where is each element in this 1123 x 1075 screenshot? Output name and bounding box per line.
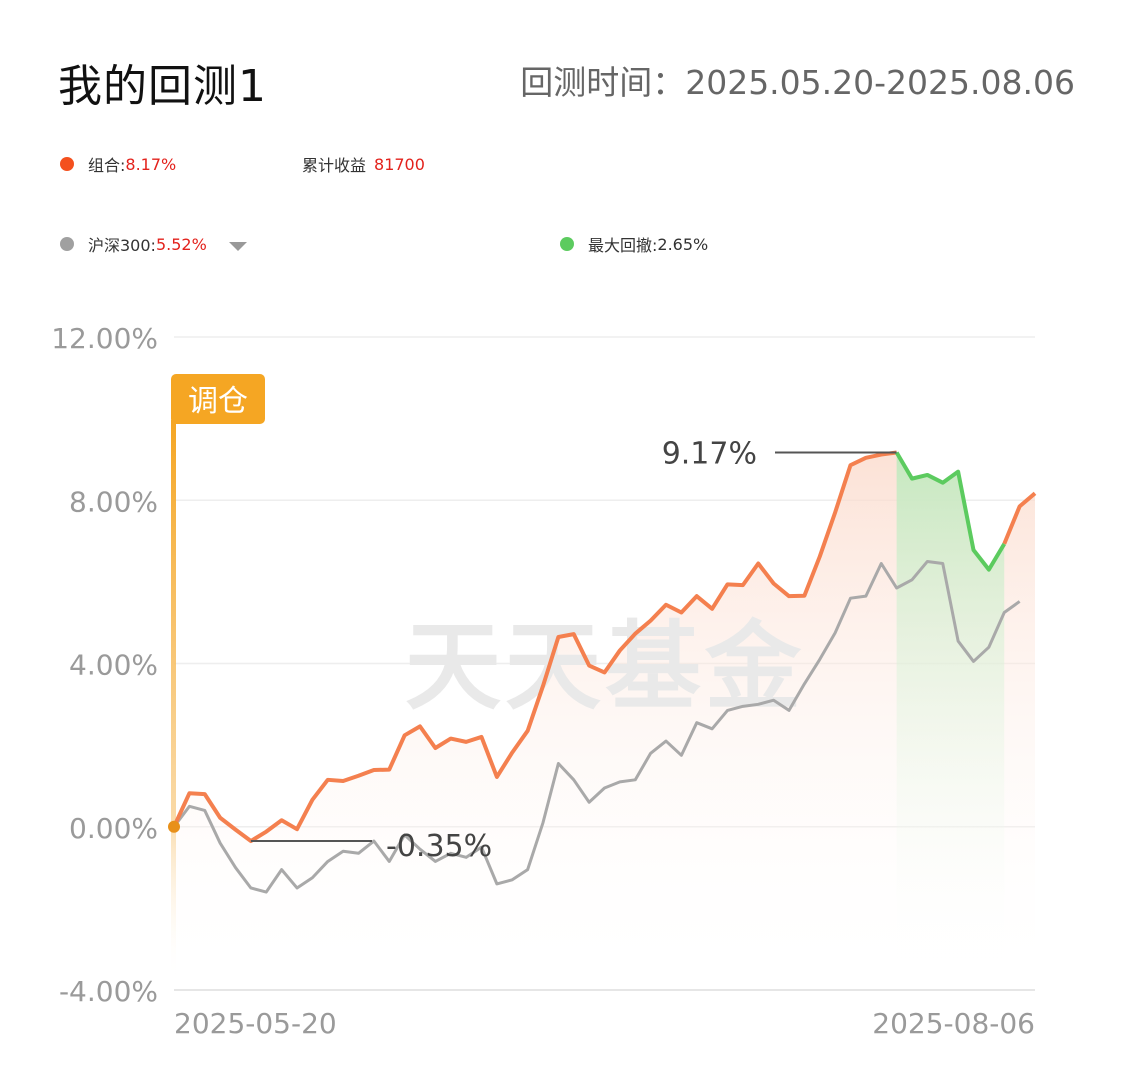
legend-cumulative: 累计收益 81700	[302, 152, 425, 176]
portfolio-label: 组合:	[88, 156, 126, 175]
x-tick-label: 2025-08-06	[872, 1007, 1035, 1040]
drawdown-dot-icon	[560, 237, 574, 251]
cumulative-label: 累计收益	[302, 156, 367, 175]
y-tick-label: -4.00%	[59, 975, 158, 1008]
max-label: 9.17%	[662, 436, 757, 471]
rebalance-badge[interactable]: 调仓	[171, 374, 265, 424]
legend-drawdown: 最大回撤: 2.65%	[560, 232, 708, 256]
y-tick-label: 4.00%	[69, 649, 158, 682]
y-tick-label: 0.00%	[69, 812, 158, 845]
caret-down-icon[interactable]	[228, 241, 247, 251]
start-point	[168, 820, 180, 833]
y-tick-label: 12.00%	[51, 322, 158, 355]
portfolio-area	[174, 452, 1035, 990]
x-tick-label: 2025-05-20	[174, 1007, 337, 1040]
page-title: 我的回测1	[58, 61, 267, 112]
legend-portfolio: 组合: 8.17%	[60, 152, 176, 176]
legend-benchmark[interactable]: 沪深300: 5.52%	[60, 232, 247, 256]
benchmark-label: 沪深300:	[88, 236, 156, 255]
portfolio-series-line-tail	[1002, 491, 1037, 545]
drawdown-label: 最大回撤:	[588, 236, 658, 255]
benchmark-series-line	[172, 559, 1021, 894]
rebalance-badge-label: 调仓	[188, 384, 248, 419]
cumulative-value: 81700	[374, 154, 425, 174]
rebalance-badge-bg	[171, 374, 265, 424]
portfolio-dot-icon	[60, 157, 74, 171]
benchmark-dot-icon	[60, 237, 74, 251]
backtest-chart[interactable]: 天天基金 9.17% -0.35% 调仓 12.00% 8.00% 4.00% 0.00%…	[0, 300, 1123, 1071]
benchmark-return: 5.52%	[155, 234, 207, 254]
backtest-period: 回测时间：2025.05.20-2025.08.06	[520, 56, 1075, 104]
rebalance-line	[171, 420, 176, 980]
drawdown-area	[896, 452, 1005, 970]
min-label: -0.35%	[386, 829, 492, 864]
y-tick-label: 8.00%	[69, 485, 158, 518]
chart-area[interactable]: 天天基金 9.17% -0.35% 调仓 12.00% 8.00% 4.00% 0.00%…	[0, 300, 1123, 1071]
watermark: 天天基金	[405, 611, 805, 723]
header: 我的回测1 回测时间：2025.05.20-2025.08.06	[0, 0, 1123, 130]
portfolio-series-line	[172, 450, 897, 844]
period-value: 2025.05.20-2025.08.06	[685, 63, 1075, 102]
drawdown-value: 2.65%	[657, 234, 709, 254]
portfolio-return: 8.17%	[125, 154, 177, 174]
drawdown-series-line	[894, 451, 1006, 572]
period-label: 回测时间：	[520, 63, 686, 102]
